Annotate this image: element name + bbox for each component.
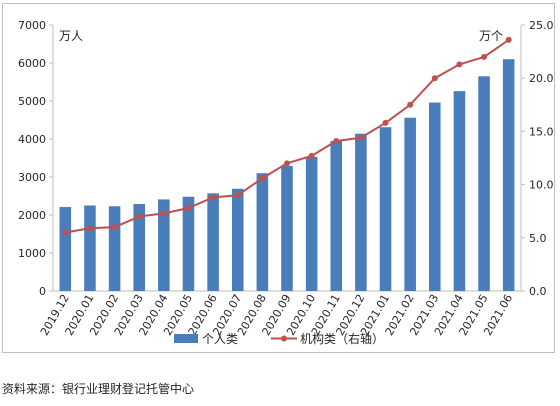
line-series-institutional: [62, 36, 512, 236]
right-tick-label: 5.0: [529, 232, 547, 245]
left-tick-label: 5000: [18, 95, 46, 108]
line-point-2020.03: [136, 213, 143, 220]
bar-2019.12: [59, 207, 72, 291]
bar-2021.01: [379, 127, 392, 291]
left-tick-label: 4000: [18, 133, 46, 146]
bar-2020.11: [330, 140, 343, 291]
line-point-2020.02: [111, 224, 118, 231]
left-tick-label: 2000: [18, 209, 46, 222]
line-point-2020.12: [357, 134, 364, 141]
right-tick-label: 15.0: [529, 125, 554, 138]
line-point-2020.11: [333, 137, 340, 144]
left-tick-label: 3000: [18, 171, 46, 184]
line-point-2020.01: [86, 225, 93, 232]
line-point-2020.04: [160, 210, 167, 217]
bar-2021.03: [429, 102, 441, 292]
legend-line-marker: [281, 335, 287, 342]
bar-2020.10: [305, 156, 318, 291]
chart-svg: 0 1000 2000 3000 4000 5000 6000 7000 0.0 5.0 10.0 1…: [18, 19, 554, 346]
line-point-2021.01: [382, 119, 389, 126]
legend-bar-label: 个人类: [202, 332, 238, 346]
line-point-2020.07: [234, 192, 241, 199]
line-point-2021.04: [456, 61, 463, 68]
bar-2021.05: [478, 76, 490, 291]
bar-2020.02: [108, 206, 121, 291]
source-note: 资料来源：银行业理财登记托管中心: [2, 382, 195, 396]
left-tick-label: 6000: [18, 57, 46, 70]
bar-2021.02: [404, 117, 416, 291]
line-point-2020.09: [284, 160, 290, 167]
chart-frame: 0 1000 2000 3000 4000 5000 6000 7000 0.0 5.0 10.0 1…: [2, 3, 555, 353]
line-point-2019.12: [62, 229, 69, 236]
right-axis-unit: 万个: [479, 29, 503, 43]
left-tick-label: 0: [39, 285, 46, 298]
bar-2020.08: [256, 173, 269, 291]
right-tick-label: 25.0: [529, 19, 554, 32]
bar-2020.06: [207, 193, 219, 291]
bar-2020.03: [133, 203, 145, 291]
right-tick-label: 0.0: [529, 285, 547, 298]
line-point-2020.06: [210, 194, 217, 201]
right-tick-label: 20.0: [529, 72, 554, 85]
bar-2020.07: [231, 188, 244, 291]
bar-2021.06: [502, 59, 515, 292]
legend: 个人类 机构类（右轴）: [174, 331, 384, 346]
bar-2020.01: [84, 205, 96, 291]
left-axis-unit: 万人: [59, 29, 83, 43]
line-point-2020.05: [185, 205, 192, 212]
legend-bar-swatch: [174, 334, 198, 343]
bar-2020.09: [281, 165, 293, 291]
line-point-2021.05: [481, 53, 488, 60]
line-point-2021.03: [431, 75, 438, 82]
line-point-2020.08: [259, 175, 266, 182]
bars-series-personal: [59, 59, 515, 292]
legend-line-label: 机构类（右轴）: [300, 331, 384, 346]
left-tick-label: 1000: [18, 247, 46, 260]
right-tick-label: 10.0: [529, 179, 554, 192]
bar-2021.04: [453, 91, 466, 292]
line-point-2020.10: [308, 152, 315, 159]
left-tick-label: 7000: [18, 19, 46, 32]
bar-2020.12: [355, 133, 367, 291]
line-point-2021.02: [407, 101, 414, 108]
line-point-2021.06: [505, 36, 512, 43]
bar-2020.05: [182, 196, 195, 291]
bar-2020.04: [158, 199, 170, 291]
